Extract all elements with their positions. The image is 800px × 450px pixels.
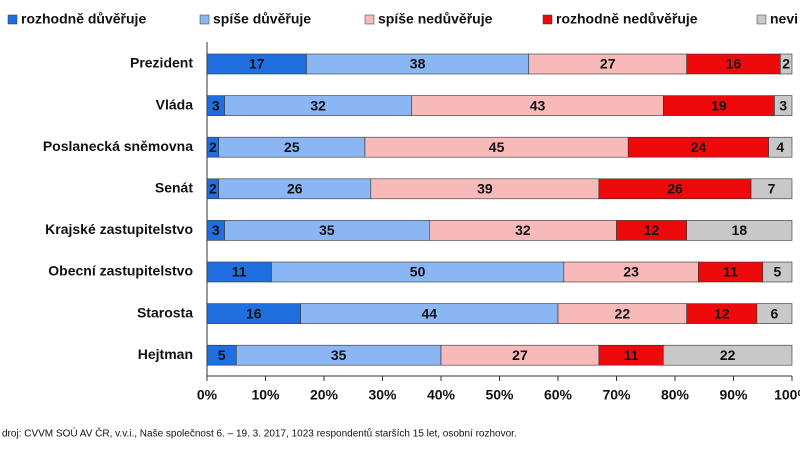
data-label: 17 [249, 56, 265, 72]
data-label: 12 [644, 222, 660, 238]
bar-segment [750, 178, 793, 200]
data-label: 5 [773, 264, 781, 280]
bar-segment [768, 136, 793, 158]
y-tick-label: Obecní zastupitelstvo [48, 263, 193, 279]
legend-label: spíše důvěřuje [213, 11, 311, 27]
data-label: 32 [515, 222, 531, 238]
data-label: 27 [600, 56, 616, 72]
data-label: 32 [310, 97, 326, 113]
legend-label: spíše nedůvěřuje [378, 11, 493, 27]
data-label: 11 [723, 264, 738, 280]
data-label: 2 [209, 181, 217, 197]
bar-segment [774, 95, 793, 116]
legend-swatch [7, 14, 18, 25]
x-tick-label: 50% [485, 387, 514, 403]
data-label: 3 [212, 222, 220, 238]
x-tick-label: 40% [427, 387, 456, 403]
data-label: 22 [720, 347, 736, 363]
legend-swatch [364, 14, 375, 25]
legend-label: nevi [770, 11, 798, 27]
data-label: 38 [410, 56, 426, 72]
data-label: 39 [477, 181, 493, 197]
data-label: 18 [732, 222, 748, 238]
data-label: 2 [209, 139, 217, 155]
data-label: 11 [624, 347, 639, 363]
data-label: 26 [287, 181, 303, 197]
data-label: 2 [782, 56, 790, 72]
data-label: 35 [319, 222, 335, 238]
legend-swatch [756, 14, 767, 25]
data-label: 22 [615, 305, 631, 321]
x-tick-label: 100% [774, 387, 800, 403]
bar-segment [756, 303, 793, 324]
y-tick-label: Vláda [156, 96, 194, 112]
bar-segment [686, 220, 793, 241]
data-label: 3 [779, 97, 787, 113]
x-tick-label: 80% [661, 387, 690, 403]
x-tick-label: 20% [310, 387, 339, 403]
data-label: 27 [512, 347, 528, 363]
data-label: 12 [714, 305, 730, 321]
bar-segment [779, 53, 793, 75]
data-label: 24 [691, 139, 707, 155]
data-label: 44 [422, 305, 438, 321]
y-tick-label: Senát [155, 180, 193, 196]
y-tick-label: Poslanecká sněmovna [43, 138, 193, 154]
legend-label: rozhodně důvěřuje [21, 11, 146, 27]
legend-swatch [542, 14, 553, 25]
data-label: 43 [530, 97, 546, 113]
legend-swatch [199, 14, 210, 25]
y-tick-label: Hejtman [138, 346, 193, 362]
data-label: 50 [410, 264, 426, 280]
x-tick-label: 70% [602, 387, 631, 403]
x-tick-label: 0% [197, 387, 218, 403]
data-label: 35 [331, 347, 347, 363]
x-tick-label: 60% [544, 387, 573, 403]
data-label: 23 [623, 264, 639, 280]
data-label: 25 [284, 139, 300, 155]
data-label: 5 [218, 347, 226, 363]
data-label: 16 [726, 56, 742, 72]
legend-label: rozhodně nedůvěřuje [556, 11, 698, 27]
x-tick-label: 10% [251, 387, 280, 403]
data-label: 6 [771, 305, 779, 321]
x-tick-label: 30% [368, 387, 397, 403]
data-label: 16 [246, 305, 262, 321]
data-label: 26 [667, 181, 683, 197]
bar-segment [762, 261, 793, 283]
bar-segment [662, 344, 793, 366]
data-label: 19 [711, 97, 727, 113]
y-tick-label: Prezident [130, 55, 193, 71]
y-tick-label: Krajské zastupitelstvo [45, 221, 193, 237]
source-note: droj: CVVM SOÚ AV ČR, v.v.i., Naše spole… [2, 427, 517, 440]
x-tick-label: 90% [719, 387, 748, 403]
data-label: 11 [232, 264, 247, 280]
data-label: 7 [768, 181, 776, 197]
data-label: 3 [212, 97, 220, 113]
data-label: 45 [489, 139, 505, 155]
data-label: 4 [776, 139, 784, 155]
y-tick-label: Starosta [137, 304, 193, 320]
